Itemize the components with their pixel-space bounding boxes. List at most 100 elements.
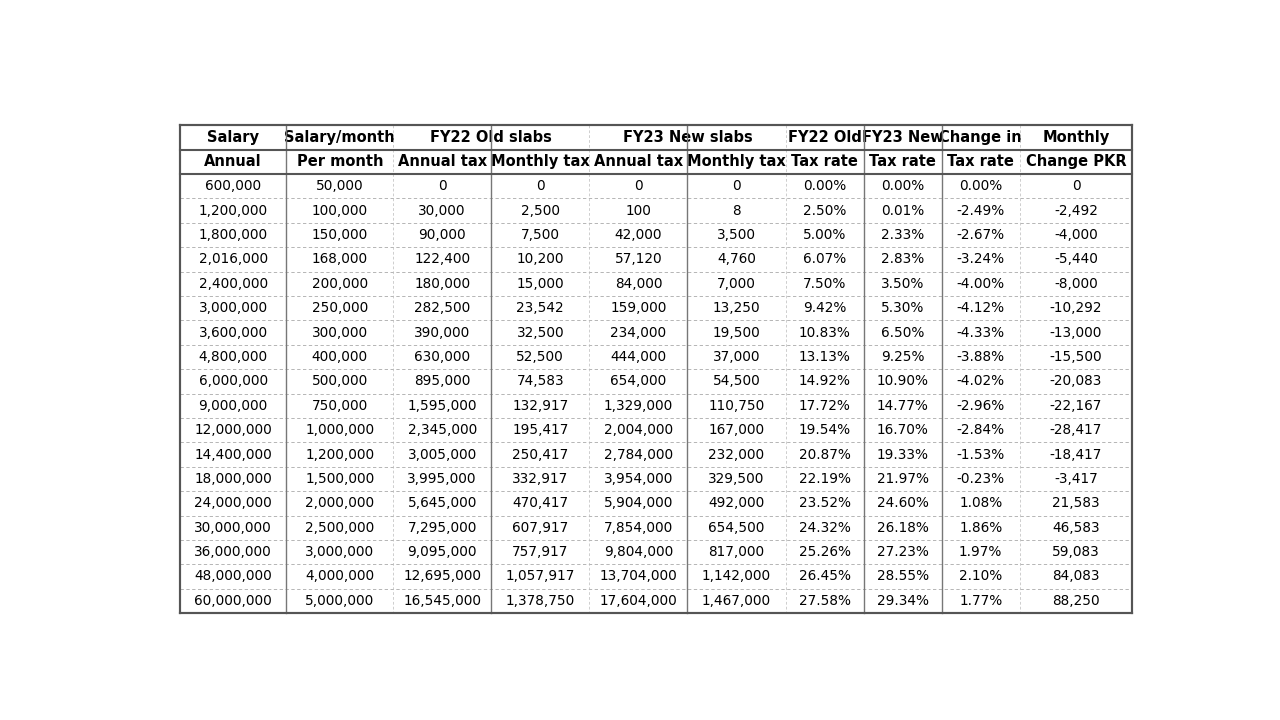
- Text: 27.23%: 27.23%: [877, 545, 928, 559]
- Text: 29.34%: 29.34%: [877, 594, 929, 608]
- Text: -2,492: -2,492: [1053, 204, 1098, 217]
- Text: 1,595,000: 1,595,000: [407, 399, 477, 413]
- Text: 607,917: 607,917: [512, 521, 568, 535]
- Text: 2,016,000: 2,016,000: [198, 253, 268, 266]
- Text: -4.12%: -4.12%: [956, 301, 1005, 315]
- Text: 21,583: 21,583: [1052, 496, 1100, 510]
- Text: 332,917: 332,917: [512, 472, 568, 486]
- Text: 26.18%: 26.18%: [877, 521, 928, 535]
- Text: 14.77%: 14.77%: [877, 399, 928, 413]
- Text: 48,000,000: 48,000,000: [195, 570, 273, 583]
- Text: 757,917: 757,917: [512, 545, 568, 559]
- Text: 444,000: 444,000: [611, 350, 667, 364]
- Text: 88,250: 88,250: [1052, 594, 1100, 608]
- Text: -4,000: -4,000: [1055, 228, 1098, 242]
- Text: 32,500: 32,500: [517, 325, 564, 340]
- Text: 16,545,000: 16,545,000: [403, 594, 481, 608]
- Text: 2.10%: 2.10%: [959, 570, 1002, 583]
- Text: 13,704,000: 13,704,000: [599, 570, 677, 583]
- Text: 0: 0: [1071, 179, 1080, 193]
- Text: -15,500: -15,500: [1050, 350, 1102, 364]
- Text: 9.25%: 9.25%: [881, 350, 924, 364]
- Text: 6,000,000: 6,000,000: [198, 374, 268, 388]
- Text: 20.87%: 20.87%: [799, 448, 850, 462]
- Text: 24.60%: 24.60%: [877, 496, 928, 510]
- Text: 1,329,000: 1,329,000: [604, 399, 673, 413]
- Text: 110,750: 110,750: [708, 399, 764, 413]
- Text: Monthly: Monthly: [1042, 130, 1110, 145]
- Text: 90,000: 90,000: [419, 228, 466, 242]
- Text: 0.00%: 0.00%: [803, 179, 846, 193]
- Text: -20,083: -20,083: [1050, 374, 1102, 388]
- Text: 400,000: 400,000: [312, 350, 367, 364]
- Text: 52,500: 52,500: [516, 350, 564, 364]
- Text: 27.58%: 27.58%: [799, 594, 851, 608]
- Text: Tax rate: Tax rate: [869, 154, 936, 169]
- Text: 630,000: 630,000: [415, 350, 470, 364]
- Text: 3,954,000: 3,954,000: [604, 472, 673, 486]
- Text: 132,917: 132,917: [512, 399, 568, 413]
- Text: Tax rate: Tax rate: [947, 154, 1014, 169]
- Text: 150,000: 150,000: [312, 228, 367, 242]
- Text: -3,417: -3,417: [1055, 472, 1098, 486]
- Text: -8,000: -8,000: [1055, 276, 1098, 291]
- Text: 2,004,000: 2,004,000: [604, 423, 673, 437]
- Text: 0.00%: 0.00%: [881, 179, 924, 193]
- Text: 200,000: 200,000: [312, 276, 367, 291]
- Text: 84,000: 84,000: [614, 276, 662, 291]
- Text: 0: 0: [438, 179, 447, 193]
- Text: 19.54%: 19.54%: [799, 423, 851, 437]
- Text: FY22 Old: FY22 Old: [787, 130, 861, 145]
- Text: -3.88%: -3.88%: [956, 350, 1005, 364]
- Text: 195,417: 195,417: [512, 423, 568, 437]
- Text: 2,000,000: 2,000,000: [305, 496, 374, 510]
- Text: 500,000: 500,000: [312, 374, 367, 388]
- Text: 13.13%: 13.13%: [799, 350, 850, 364]
- Text: 5,000,000: 5,000,000: [305, 594, 375, 608]
- Text: 1,800,000: 1,800,000: [198, 228, 268, 242]
- Text: -13,000: -13,000: [1050, 325, 1102, 340]
- Text: 10.83%: 10.83%: [799, 325, 850, 340]
- Text: 5.30%: 5.30%: [881, 301, 924, 315]
- Text: 28.55%: 28.55%: [877, 570, 929, 583]
- Text: 24.32%: 24.32%: [799, 521, 850, 535]
- Text: 54,500: 54,500: [713, 374, 760, 388]
- Text: 23,542: 23,542: [517, 301, 564, 315]
- Text: 12,695,000: 12,695,000: [403, 570, 481, 583]
- Text: 100: 100: [626, 204, 652, 217]
- Text: 250,417: 250,417: [512, 448, 568, 462]
- Text: 750,000: 750,000: [312, 399, 367, 413]
- Text: 654,000: 654,000: [611, 374, 667, 388]
- Text: 19,500: 19,500: [713, 325, 760, 340]
- Text: 1.86%: 1.86%: [959, 521, 1002, 535]
- Text: 122,400: 122,400: [415, 253, 470, 266]
- Text: -4.02%: -4.02%: [956, 374, 1005, 388]
- Text: 18,000,000: 18,000,000: [195, 472, 273, 486]
- Text: 17.72%: 17.72%: [799, 399, 850, 413]
- Text: 159,000: 159,000: [611, 301, 667, 315]
- Text: 9,000,000: 9,000,000: [198, 399, 268, 413]
- Text: 2,500,000: 2,500,000: [305, 521, 375, 535]
- Text: 7.50%: 7.50%: [803, 276, 846, 291]
- Text: 2,784,000: 2,784,000: [604, 448, 673, 462]
- Text: 15,000: 15,000: [517, 276, 564, 291]
- Text: 390,000: 390,000: [413, 325, 470, 340]
- Text: 74,583: 74,583: [517, 374, 564, 388]
- Text: -2.96%: -2.96%: [956, 399, 1005, 413]
- Text: 46,583: 46,583: [1052, 521, 1100, 535]
- Text: 2,500: 2,500: [521, 204, 559, 217]
- Text: 13,250: 13,250: [713, 301, 760, 315]
- Text: 0: 0: [634, 179, 643, 193]
- Text: 1,500,000: 1,500,000: [305, 472, 375, 486]
- Text: 16.70%: 16.70%: [877, 423, 928, 437]
- Text: 6.50%: 6.50%: [881, 325, 924, 340]
- Text: 59,083: 59,083: [1052, 545, 1100, 559]
- Text: 12,000,000: 12,000,000: [195, 423, 273, 437]
- Text: 10.90%: 10.90%: [877, 374, 929, 388]
- Text: FY23 New: FY23 New: [861, 130, 943, 145]
- Text: 3.50%: 3.50%: [881, 276, 924, 291]
- Text: 300,000: 300,000: [312, 325, 367, 340]
- Text: 23.52%: 23.52%: [799, 496, 851, 510]
- Text: 7,295,000: 7,295,000: [407, 521, 477, 535]
- Text: 1,200,000: 1,200,000: [198, 204, 268, 217]
